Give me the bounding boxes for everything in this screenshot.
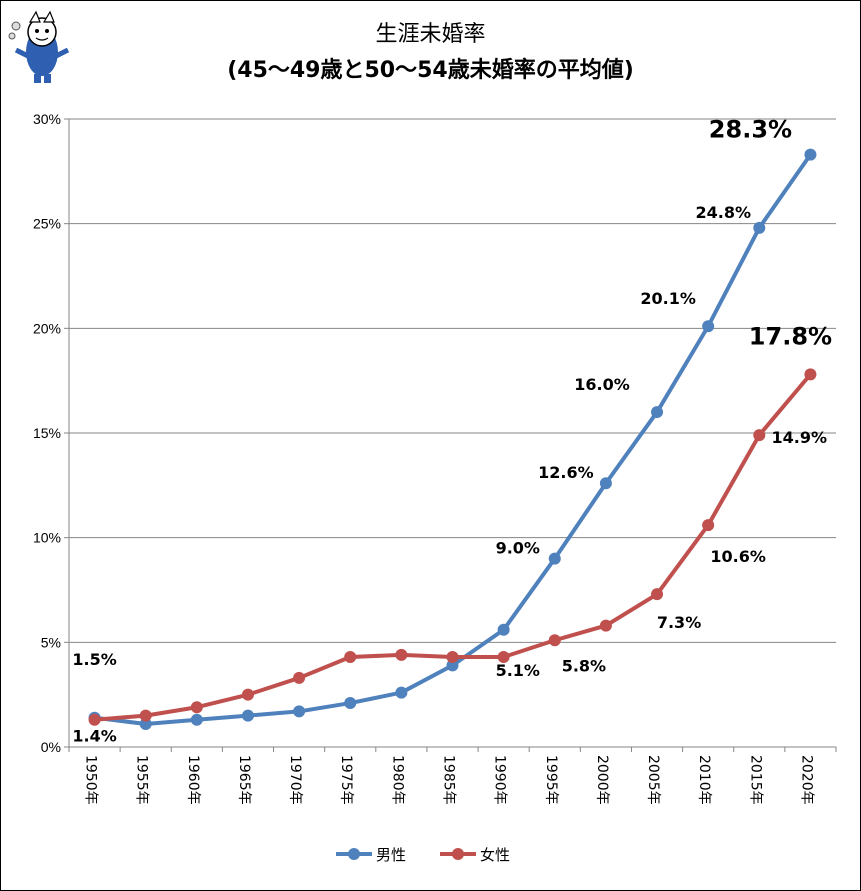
x-tick-label: 2015年 [747, 755, 763, 805]
chart-subtitle: (45～49歳と50～54歳未婚率の平均値) [227, 58, 634, 83]
legend-marker [452, 848, 464, 860]
y-axis-ticks: 0% 5% 10% 15% 20% 25% 30% [33, 111, 61, 755]
data-label: 12.6% [538, 463, 594, 482]
data-point [139, 717, 152, 730]
x-tick-label: 2020年 [798, 755, 814, 805]
x-tick-label: 2000年 [594, 755, 610, 805]
data-point [190, 713, 203, 726]
legend-label: 男性 [376, 846, 406, 864]
data-point [702, 320, 715, 333]
data-point [395, 648, 408, 661]
data-point [395, 686, 408, 699]
data-label: 14.9% [772, 428, 828, 447]
x-tick-label: 1950年 [83, 755, 99, 805]
data-label: 10.6% [710, 547, 766, 566]
y-tick-label: 25% [33, 216, 61, 232]
mascot-logo-icon [8, 10, 70, 83]
x-tick-label: 1970年 [287, 755, 303, 805]
data-labels: 1.4% 9.0% 12.6% 16.0% 20.1% 24.8% 28.3% 1.5% 5.1… [72, 116, 832, 746]
data-point [446, 659, 459, 672]
x-tick-label: 1985年 [441, 755, 457, 805]
data-point [241, 709, 254, 722]
data-point [753, 429, 766, 442]
data-point [651, 588, 664, 601]
series-lines [88, 148, 817, 730]
x-tick-label: 1980年 [389, 755, 405, 805]
y-tick-label: 30% [33, 111, 61, 127]
data-point [88, 713, 101, 726]
data-point [651, 406, 664, 419]
data-point [497, 623, 510, 636]
data-point [241, 688, 254, 701]
data-point [804, 368, 817, 381]
data-label: 1.5% [72, 650, 116, 669]
y-tick-label: 0% [41, 739, 61, 755]
data-point [344, 650, 357, 663]
legend-label: 女性 [480, 846, 510, 864]
data-point [190, 701, 203, 714]
data-point [599, 477, 612, 490]
data-label: 20.1% [640, 289, 696, 308]
x-tick-label: 1955年 [134, 755, 150, 805]
x-tick-label: 1960年 [185, 755, 201, 805]
data-point [293, 671, 306, 684]
data-label: 24.8% [696, 203, 752, 222]
data-point [548, 552, 561, 565]
data-point [702, 519, 715, 532]
data-point [344, 697, 357, 710]
legend-marker [348, 848, 360, 860]
y-tick-label: 20% [33, 320, 61, 336]
data-label: 17.8% [749, 322, 832, 350]
x-axis-ticks: 1950年 1955年 1960年 1965年 1970年 1975年 1980年 1985年… [68, 747, 837, 805]
data-point [139, 709, 152, 722]
x-tick-label: 2005年 [645, 755, 661, 805]
x-tick-label: 2010年 [696, 755, 712, 805]
legend: 男性 女性 [336, 846, 510, 864]
data-label: 5.8% [562, 657, 606, 676]
data-label: 1.4% [72, 727, 116, 746]
data-label: 9.0% [496, 539, 540, 558]
data-point [548, 634, 561, 647]
data-point [753, 221, 766, 234]
y-tick-label: 10% [33, 530, 61, 546]
data-label: 16.0% [574, 375, 630, 394]
x-tick-label: 1990年 [492, 755, 508, 805]
x-tick-label: 1995年 [543, 755, 559, 805]
data-point [446, 650, 459, 663]
data-point [804, 148, 817, 161]
x-tick-label: 1975年 [338, 755, 354, 805]
data-label: 5.1% [496, 661, 540, 680]
x-tick-label: 1965年 [236, 755, 252, 805]
series-line-0 [92, 152, 813, 726]
y-tick-label: 5% [41, 634, 61, 650]
y-tick-label: 15% [33, 425, 61, 441]
data-point [293, 705, 306, 718]
data-label: 28.3% [709, 116, 792, 144]
chart-title: 生涯未婚率 [375, 22, 486, 47]
data-point [497, 650, 510, 663]
data-label: 7.3% [657, 613, 701, 632]
data-point [599, 619, 612, 632]
